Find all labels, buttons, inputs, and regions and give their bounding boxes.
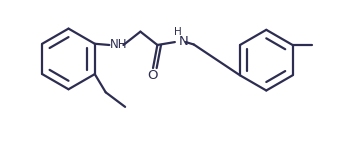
Text: NH: NH <box>110 39 127 51</box>
Text: O: O <box>147 69 158 82</box>
Text: N: N <box>178 35 188 48</box>
Text: H: H <box>174 27 182 37</box>
